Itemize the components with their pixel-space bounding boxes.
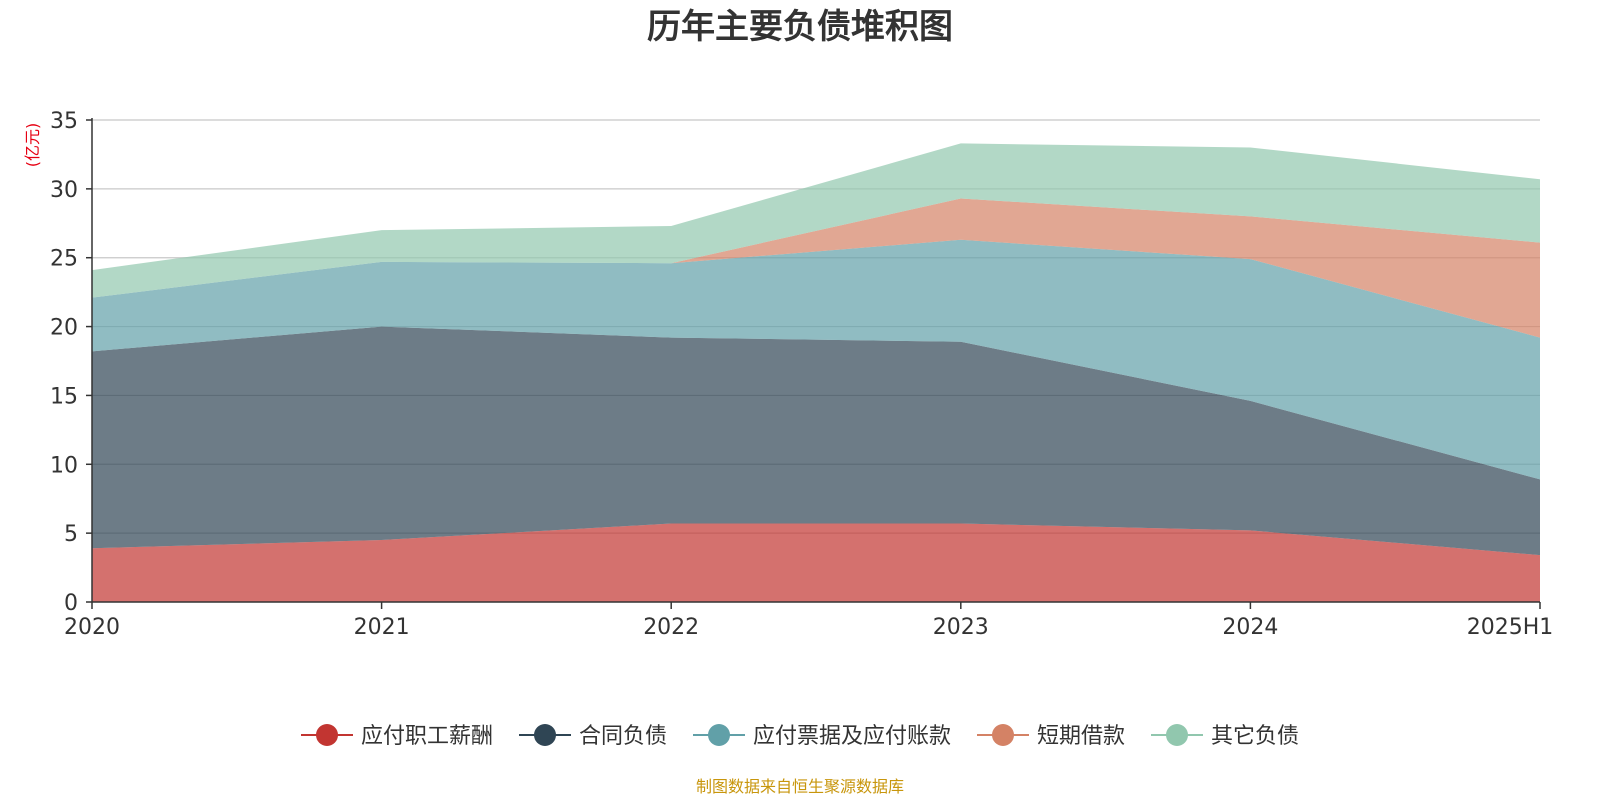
y-tick-label: 10 (50, 453, 78, 478)
y-tick-label: 20 (50, 316, 78, 341)
legend-item-5[interactable]: 其它负债 (1151, 724, 1299, 749)
y-tick-label: 5 (64, 522, 78, 547)
x-tick-label: 2025H1 (1467, 615, 1554, 640)
x-tick-label: 2021 (354, 615, 410, 640)
legend-item-3[interactable]: 应付票据及应付账款 (693, 724, 951, 749)
x-tick-label: 2022 (643, 615, 699, 640)
legend-circle-marker (316, 724, 338, 746)
area-series-4[interactable] (92, 198, 1540, 338)
axes: 0 5 10 15 20 25 30 35 2020 2021 2022 2023 2024 2025H1 (50, 109, 1553, 640)
legend-item-1[interactable]: 应付职工薪酬 (301, 724, 493, 749)
legend-label: 其它负债 (1211, 724, 1299, 749)
y-tick-label: 0 (64, 591, 78, 616)
x-tick-label: 2023 (933, 615, 989, 640)
legend-circle-marker (708, 724, 730, 746)
legend-item-4[interactable]: 短期借款 (977, 724, 1125, 749)
area-series (92, 143, 1540, 602)
area-series-3[interactable] (92, 239, 1540, 480)
legend-item-2[interactable]: 合同负债 (519, 724, 667, 749)
legend-label: 短期借款 (1037, 724, 1125, 749)
x-tick-label: 2020 (64, 615, 120, 640)
area-series-1[interactable] (92, 523, 1540, 602)
x-tick-label: 2024 (1222, 615, 1278, 640)
area-series-2[interactable] (92, 326, 1540, 556)
y-axis-unit-label: (亿元) (23, 123, 42, 168)
legend-circle-marker (534, 724, 556, 746)
legend-label: 合同负债 (579, 724, 667, 749)
legend[interactable]: 应付职工薪酬 合同负债 应付票据及应付账款 短期借款 其它负债 (301, 724, 1299, 749)
data-source-note: 制图数据来自恒生聚源数据库 (696, 777, 904, 796)
legend-circle-marker (992, 724, 1014, 746)
chart-title: 历年主要负债堆积图 (647, 7, 953, 47)
y-tick-label: 25 (50, 247, 78, 272)
legend-circle-marker (1166, 724, 1188, 746)
y-tick-label: 35 (50, 109, 78, 134)
y-tick-label: 15 (50, 384, 78, 409)
y-tick-label: 30 (50, 178, 78, 203)
legend-label: 应付职工薪酬 (361, 724, 493, 749)
legend-label: 应付票据及应付账款 (753, 724, 951, 749)
area-series-5[interactable] (92, 143, 1540, 298)
